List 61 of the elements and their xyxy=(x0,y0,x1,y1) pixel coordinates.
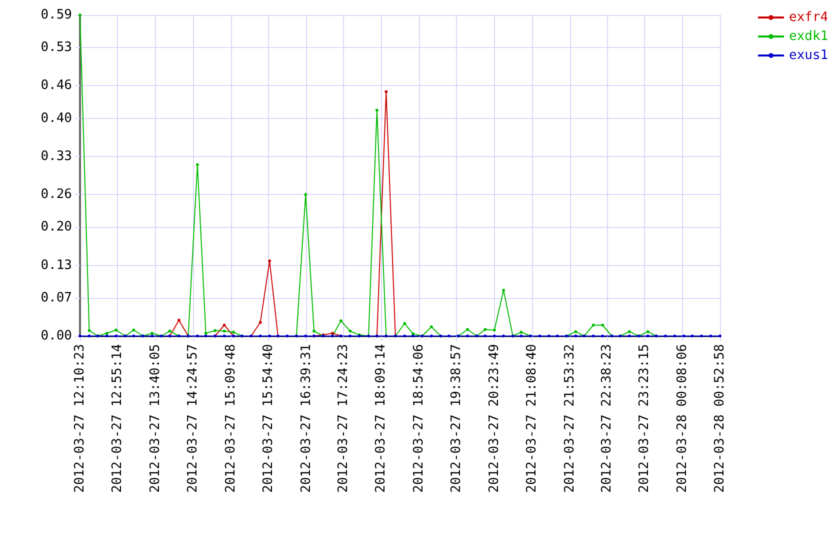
x-tick-label: 2012-03-27 12:10:23 xyxy=(72,344,88,493)
y-tick-label: 0.33 xyxy=(40,148,72,164)
x-tick-label: 2012-03-28 00:52:58 xyxy=(712,344,728,493)
point xyxy=(114,328,118,332)
point xyxy=(574,330,578,334)
point xyxy=(601,324,604,327)
x-tick-label: 2012-03-27 21:53:32 xyxy=(562,344,578,493)
x-tick-label: 2012-03-27 14:24:57 xyxy=(186,344,201,493)
point xyxy=(78,14,82,16)
y-tick-label: 0.00 xyxy=(40,328,72,344)
point xyxy=(132,328,136,332)
point xyxy=(222,330,226,333)
point xyxy=(502,288,506,292)
y-tick-label: 0.07 xyxy=(40,290,72,306)
x-tick-label: 2012-03-27 22:38:23 xyxy=(599,344,614,493)
point xyxy=(330,332,334,335)
point xyxy=(375,108,378,112)
x-tick-label: 2012-03-27 21:08:40 xyxy=(524,344,540,493)
point xyxy=(592,324,595,327)
point xyxy=(222,324,226,327)
point xyxy=(484,328,487,331)
point xyxy=(492,328,496,332)
y-tick-label: 0.20 xyxy=(40,220,72,235)
point xyxy=(312,330,316,333)
point xyxy=(430,325,433,328)
point xyxy=(304,193,308,196)
x-tick-label: 2012-03-27 20:23:49 xyxy=(486,344,502,493)
y-tick-label: 0.46 xyxy=(40,78,72,94)
x-tick-label: 2012-03-27 23:23:15 xyxy=(637,344,652,493)
x-tick-label: 2012-03-27 13:40:05 xyxy=(148,344,163,493)
point xyxy=(232,330,235,334)
point xyxy=(520,330,523,334)
x-tick-label: 2012-03-27 15:09:48 xyxy=(223,344,238,493)
point xyxy=(268,259,272,262)
y-tick-label: 0.40 xyxy=(40,110,72,126)
point xyxy=(168,330,172,333)
legend-label: exus1 xyxy=(789,48,828,63)
point xyxy=(196,163,199,166)
legend-label: exdk1 xyxy=(789,29,828,44)
x-tick-label: 2012-03-27 19:38:57 xyxy=(449,344,464,493)
point xyxy=(214,329,217,332)
point xyxy=(258,320,262,324)
point xyxy=(88,329,91,332)
point xyxy=(348,330,352,333)
y-tick-label: 0.13 xyxy=(40,258,72,273)
x-tick-label: 2012-03-27 18:54:06 xyxy=(411,344,426,493)
point xyxy=(384,90,388,94)
legend-label: exfr4 xyxy=(789,10,828,25)
point xyxy=(628,330,631,334)
y-tick-label: 0.26 xyxy=(40,187,72,202)
x-tick-label: 2012-03-27 17:24:23 xyxy=(336,344,351,493)
x-tick-label: 2012-03-27 12:55:14 xyxy=(110,344,126,493)
x-tick-label: 2012-03-27 16:39:31 xyxy=(298,344,314,493)
y-tick-label: 0.53 xyxy=(40,40,72,56)
point xyxy=(403,322,406,325)
x-tick-label: 2012-03-27 18:09:14 xyxy=(374,344,389,493)
point xyxy=(646,330,650,334)
x-tick-label: 2012-03-28 00:08:06 xyxy=(674,344,690,493)
point xyxy=(177,318,180,322)
y-tick-label: 0.59 xyxy=(40,8,72,22)
x-tick-label: 2012-03-27 15:54:40 xyxy=(261,344,276,493)
